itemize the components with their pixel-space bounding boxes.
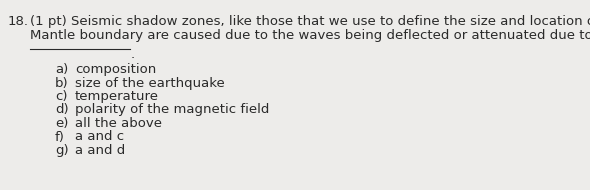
Text: e): e) [55, 117, 68, 130]
Text: f): f) [55, 131, 65, 143]
Text: c): c) [55, 90, 67, 103]
Text: a and d: a and d [75, 144, 125, 157]
Text: Mantle boundary are caused due to the waves being deflected or attenuated due to: Mantle boundary are caused due to the wa… [30, 29, 590, 42]
Text: a): a) [55, 63, 68, 76]
Text: polarity of the magnetic field: polarity of the magnetic field [75, 104, 270, 116]
Text: 18.: 18. [8, 15, 29, 28]
Text: composition: composition [75, 63, 156, 76]
Text: a and c: a and c [75, 131, 124, 143]
Text: size of the earthquake: size of the earthquake [75, 77, 225, 89]
Text: all the above: all the above [75, 117, 162, 130]
Text: d): d) [55, 104, 68, 116]
Text: g): g) [55, 144, 68, 157]
Text: (1 pt) Seismic shadow zones, like those that we use to define the size and locat: (1 pt) Seismic shadow zones, like those … [30, 15, 590, 28]
Text: b): b) [55, 77, 68, 89]
Text: .: . [131, 48, 135, 61]
Text: temperature: temperature [75, 90, 159, 103]
